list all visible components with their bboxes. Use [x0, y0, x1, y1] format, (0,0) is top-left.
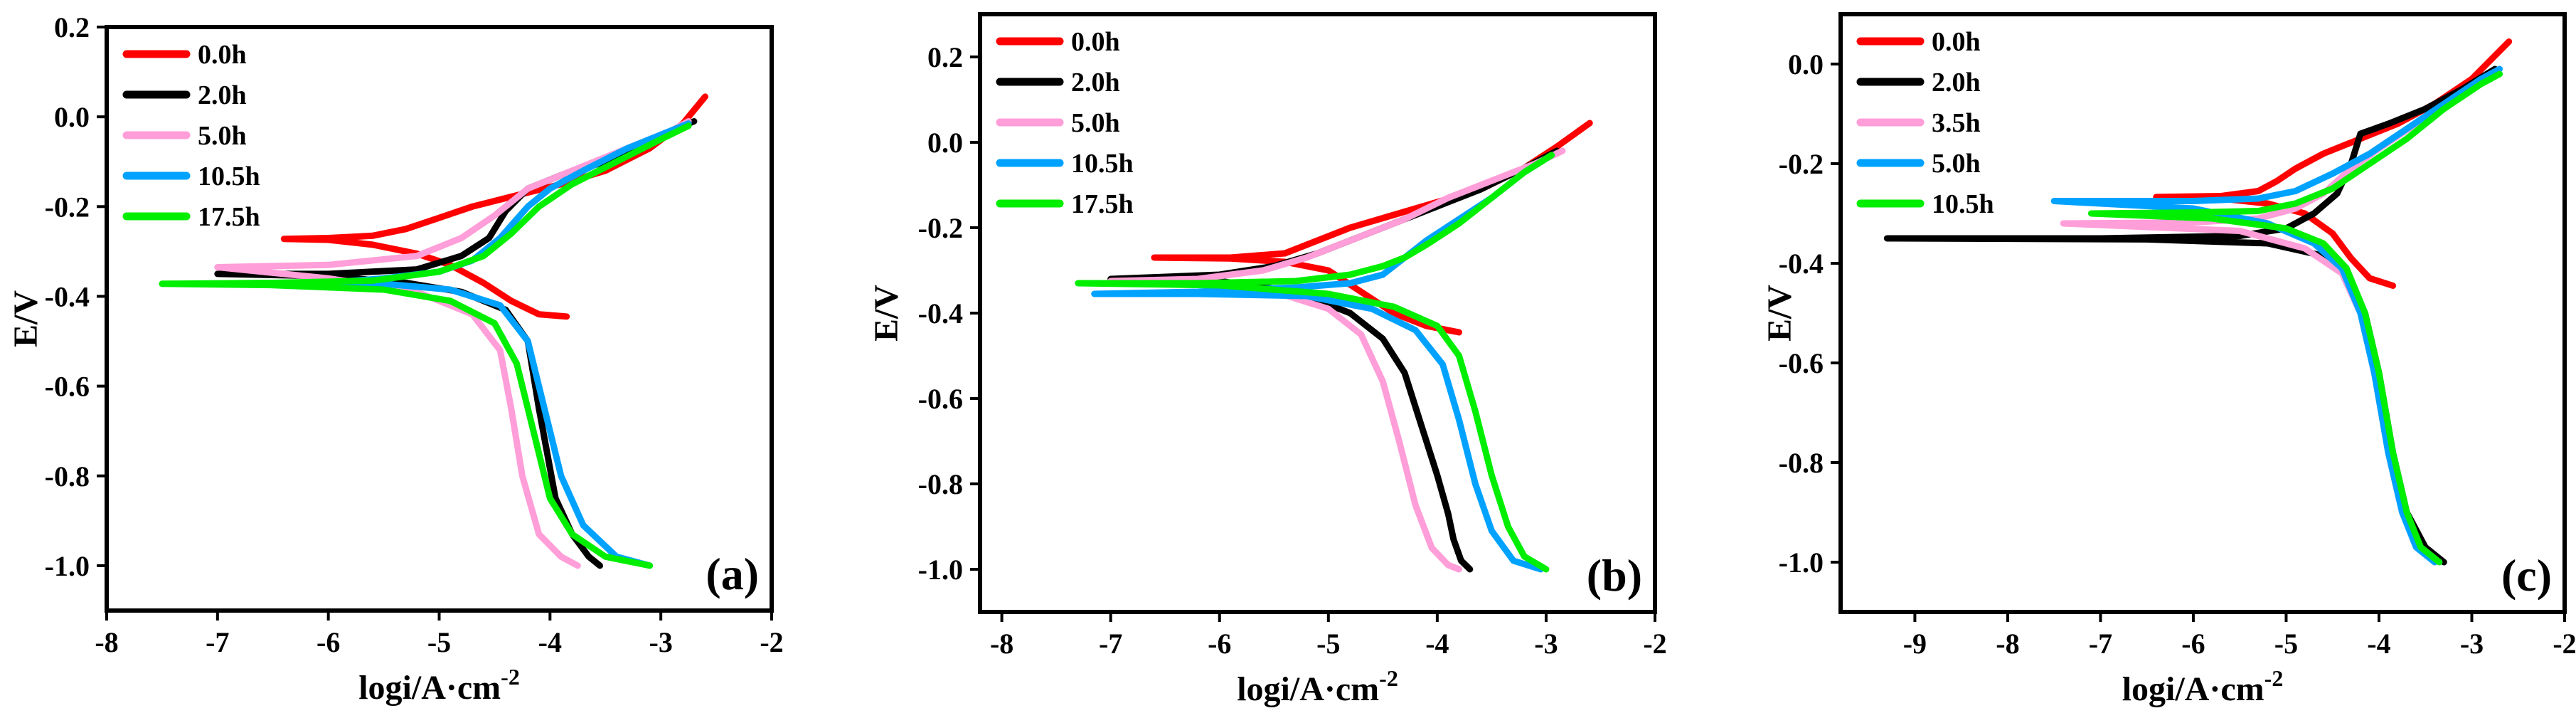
y-axis-label: E/V — [7, 290, 45, 347]
legend-label: 3.5h — [1932, 108, 1981, 138]
y-tick-label: -0.8 — [1779, 447, 1824, 479]
y-axis-label: E/V — [1761, 285, 1799, 342]
series-line-17-5h — [159, 122, 692, 569]
x-tick-label: -7 — [206, 626, 229, 658]
y-tick-label: -1.0 — [45, 550, 90, 582]
y-tick-label: -1.0 — [1779, 547, 1824, 579]
x-tick-label: -6 — [2181, 628, 2205, 660]
y-tick-label: -0.2 — [45, 191, 90, 223]
x-tick-label: -3 — [649, 626, 673, 658]
y-tick-label: 0.0 — [927, 127, 963, 159]
series-line-17-5h — [1075, 152, 1555, 573]
panel-2: -8 -7 -6 -5 -4 -3 -2 0.2 0.0 -0.2 -0.4 -0.6 -0.8 -1.0… — [868, 12, 1667, 708]
y-tick-label: -0.2 — [918, 212, 963, 244]
y-tick-label: 0.0 — [1788, 48, 1824, 80]
legend-label: 2.0h — [1932, 68, 1981, 97]
y-tick-label: -0.4 — [45, 280, 90, 312]
x-tick-label: -5 — [427, 626, 451, 658]
x-tick-label: -7 — [2089, 628, 2112, 660]
plot-frame — [105, 25, 774, 613]
x-tick-label: -8 — [1996, 628, 2019, 660]
y-tick-label: -0.6 — [1779, 347, 1824, 379]
x-tick-label: -8 — [990, 628, 1013, 660]
x-tick-label: -3 — [2460, 628, 2484, 660]
plot-frame — [978, 12, 1657, 614]
panel-3: -9 -8 -7 -6 -5 -4 -3 -2 0.0 -0.2 -0.4 -0.6 -0.8 -1.0 l… — [1761, 12, 2576, 708]
x-tick-label: -2 — [2553, 628, 2576, 660]
legend-label: 10.5h — [1932, 189, 1994, 219]
x-tick-label: -4 — [1425, 628, 1449, 660]
x-axis-label-text: logi/A·cm — [2122, 670, 2264, 708]
x-tick-label: -2 — [760, 626, 783, 658]
legend-label: 5.0h — [198, 121, 247, 151]
legend: 0.0h 2.0h 5.0h 10.5h 17.5h — [122, 40, 260, 232]
y-tick-label: 0.2 — [54, 11, 90, 43]
series-line-2-0h — [1107, 147, 1560, 573]
x-tick-label: -2 — [1643, 628, 1666, 660]
legend-label: 0.0h — [1071, 27, 1120, 57]
y-tick-label: -0.4 — [918, 297, 963, 329]
legend-label: 17.5h — [198, 202, 260, 232]
series-line-10-5h — [2087, 70, 2503, 566]
series-line-2-0h — [214, 118, 698, 569]
y-tick-label: -0.8 — [918, 468, 963, 500]
series-line-5-0h — [2050, 65, 2503, 566]
series-line-10-5h — [1091, 152, 1555, 573]
y-tick-label: -0.4 — [1779, 248, 1824, 280]
panel-label: (c) — [2501, 550, 2552, 601]
y-axis-label: E/V — [868, 285, 905, 342]
x-tick-label: -5 — [2274, 628, 2298, 660]
legend: 0.0h 2.0h 5.0h 10.5h 17.5h — [996, 27, 1134, 219]
x-axis-label-text: logi/A·cm — [358, 669, 501, 707]
x-axis-label: logi/A·cm-2 — [358, 664, 520, 707]
x-axis-label-text: logi/A·cm — [1237, 670, 1379, 708]
y-tick-label: -0.6 — [45, 371, 90, 403]
panel-label: (a) — [706, 549, 759, 599]
x-axis-label-superscript: -2 — [2264, 665, 2284, 691]
panel-label: (b) — [1587, 550, 1642, 601]
y-tick-label: 0.0 — [54, 101, 90, 133]
panel-1: -8 -7 -6 -5 -4 -3 -2 0.2 0.0 -0.2 -0.4 -0.6 -0.8 -1.0… — [7, 11, 784, 707]
y-tick-label: -0.2 — [1779, 148, 1824, 180]
x-tick-label: -9 — [1903, 628, 1927, 660]
x-axis-label-superscript: -2 — [501, 664, 520, 690]
x-tick-label: -5 — [1316, 628, 1340, 660]
y-tick-label: -1.0 — [918, 554, 963, 586]
series-line-5-0h — [1107, 147, 1566, 573]
x-axis-label-superscript: -2 — [1379, 665, 1398, 691]
legend-label: 10.5h — [198, 162, 260, 191]
x-tick-label: -6 — [1208, 628, 1231, 660]
series-line-5-0h — [214, 118, 692, 569]
legend-label: 17.5h — [1071, 189, 1134, 219]
legend-label: 2.0h — [198, 80, 247, 110]
y-tick-label: -0.8 — [45, 460, 90, 492]
legend-label: 2.0h — [1071, 68, 1120, 97]
legend-label: 0.0h — [1932, 27, 1981, 57]
x-tick-label: -7 — [1099, 628, 1122, 660]
y-tick-label: -0.6 — [918, 383, 963, 415]
x-axis-label: logi/A·cm-2 — [2122, 665, 2284, 708]
legend-label: 5.0h — [1932, 149, 1981, 179]
x-tick-label: -4 — [2367, 628, 2390, 660]
x-tick-label: -4 — [538, 626, 562, 658]
legend-label: 0.0h — [198, 40, 247, 70]
plot-frame — [1838, 12, 2567, 614]
x-tick-label: -6 — [316, 626, 340, 658]
series-line-3-5h — [2060, 70, 2494, 566]
legend: 0.0h 2.0h 3.5h 5.0h 10.5h — [1856, 27, 1994, 219]
x-tick-label: -3 — [1534, 628, 1558, 660]
legend-label: 5.0h — [1071, 108, 1120, 138]
x-tick-label: -8 — [95, 626, 118, 658]
y-tick-label: 0.2 — [927, 41, 963, 73]
x-axis-label: logi/A·cm-2 — [1237, 665, 1398, 708]
legend-label: 10.5h — [1071, 149, 1134, 179]
